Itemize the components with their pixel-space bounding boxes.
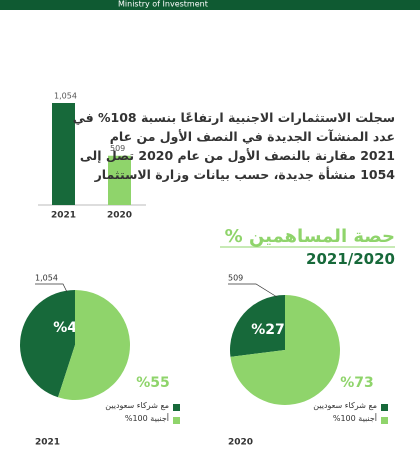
header-band [0, 0, 420, 10]
leader-line [228, 283, 278, 298]
legend-swatch [173, 404, 180, 411]
pie-title: 2021 [35, 438, 60, 448]
slice-label: %27 [251, 322, 285, 338]
pie-slice [230, 295, 340, 405]
legend-label: مع شركاء سعوديين [105, 401, 169, 410]
pie-slice [229, 295, 285, 357]
header-title: Ministry of Investment [118, 0, 208, 9]
section-subtitle: 2021/2020 [306, 250, 395, 268]
paragraph-line: 1054 منشأة جديدة، حسب بيانات وزارة الاست… [94, 167, 395, 182]
paragraph-line: عدد المنشآت الجديدة في النصف الأول من عا… [109, 129, 395, 144]
legend-label: أجنبية 100% [332, 414, 377, 423]
pie-subtitle: 1,054 [35, 274, 58, 283]
pie-subtitle: 509 [228, 274, 243, 283]
paragraph-line: 2021 مقارنة بالنصف الأول من عام 2020 تصل… [79, 148, 395, 163]
value-label: 509 [110, 144, 125, 153]
pie-slice [58, 290, 131, 400]
pie-title: 2020 [228, 438, 253, 448]
bar [108, 155, 131, 205]
legend-swatch [381, 404, 388, 411]
legend-swatch [173, 417, 180, 424]
value-label: 1,054 [54, 92, 77, 101]
paragraph-line: سجلت الاستثمارات الاجنبية ارتفاعًا بنسبة… [72, 110, 395, 125]
slice-label: %55 [136, 375, 170, 391]
x-tick-label: 2021 [51, 211, 76, 221]
legend-label: مع شركاء سعوديين [313, 401, 377, 410]
x-tick-label: 2020 [107, 211, 132, 221]
legend-label: أجنبية 100% [124, 414, 169, 423]
bar [52, 103, 75, 205]
legend-swatch [381, 417, 388, 424]
section-title: حصة المساهمين % [224, 226, 395, 247]
slice-label: %73 [340, 375, 374, 391]
paragraph: سجلت الاستثمارات الاجنبية ارتفاعًا بنسبة… [73, 108, 395, 184]
leader-line [35, 283, 68, 293]
pie-slice [20, 290, 75, 398]
